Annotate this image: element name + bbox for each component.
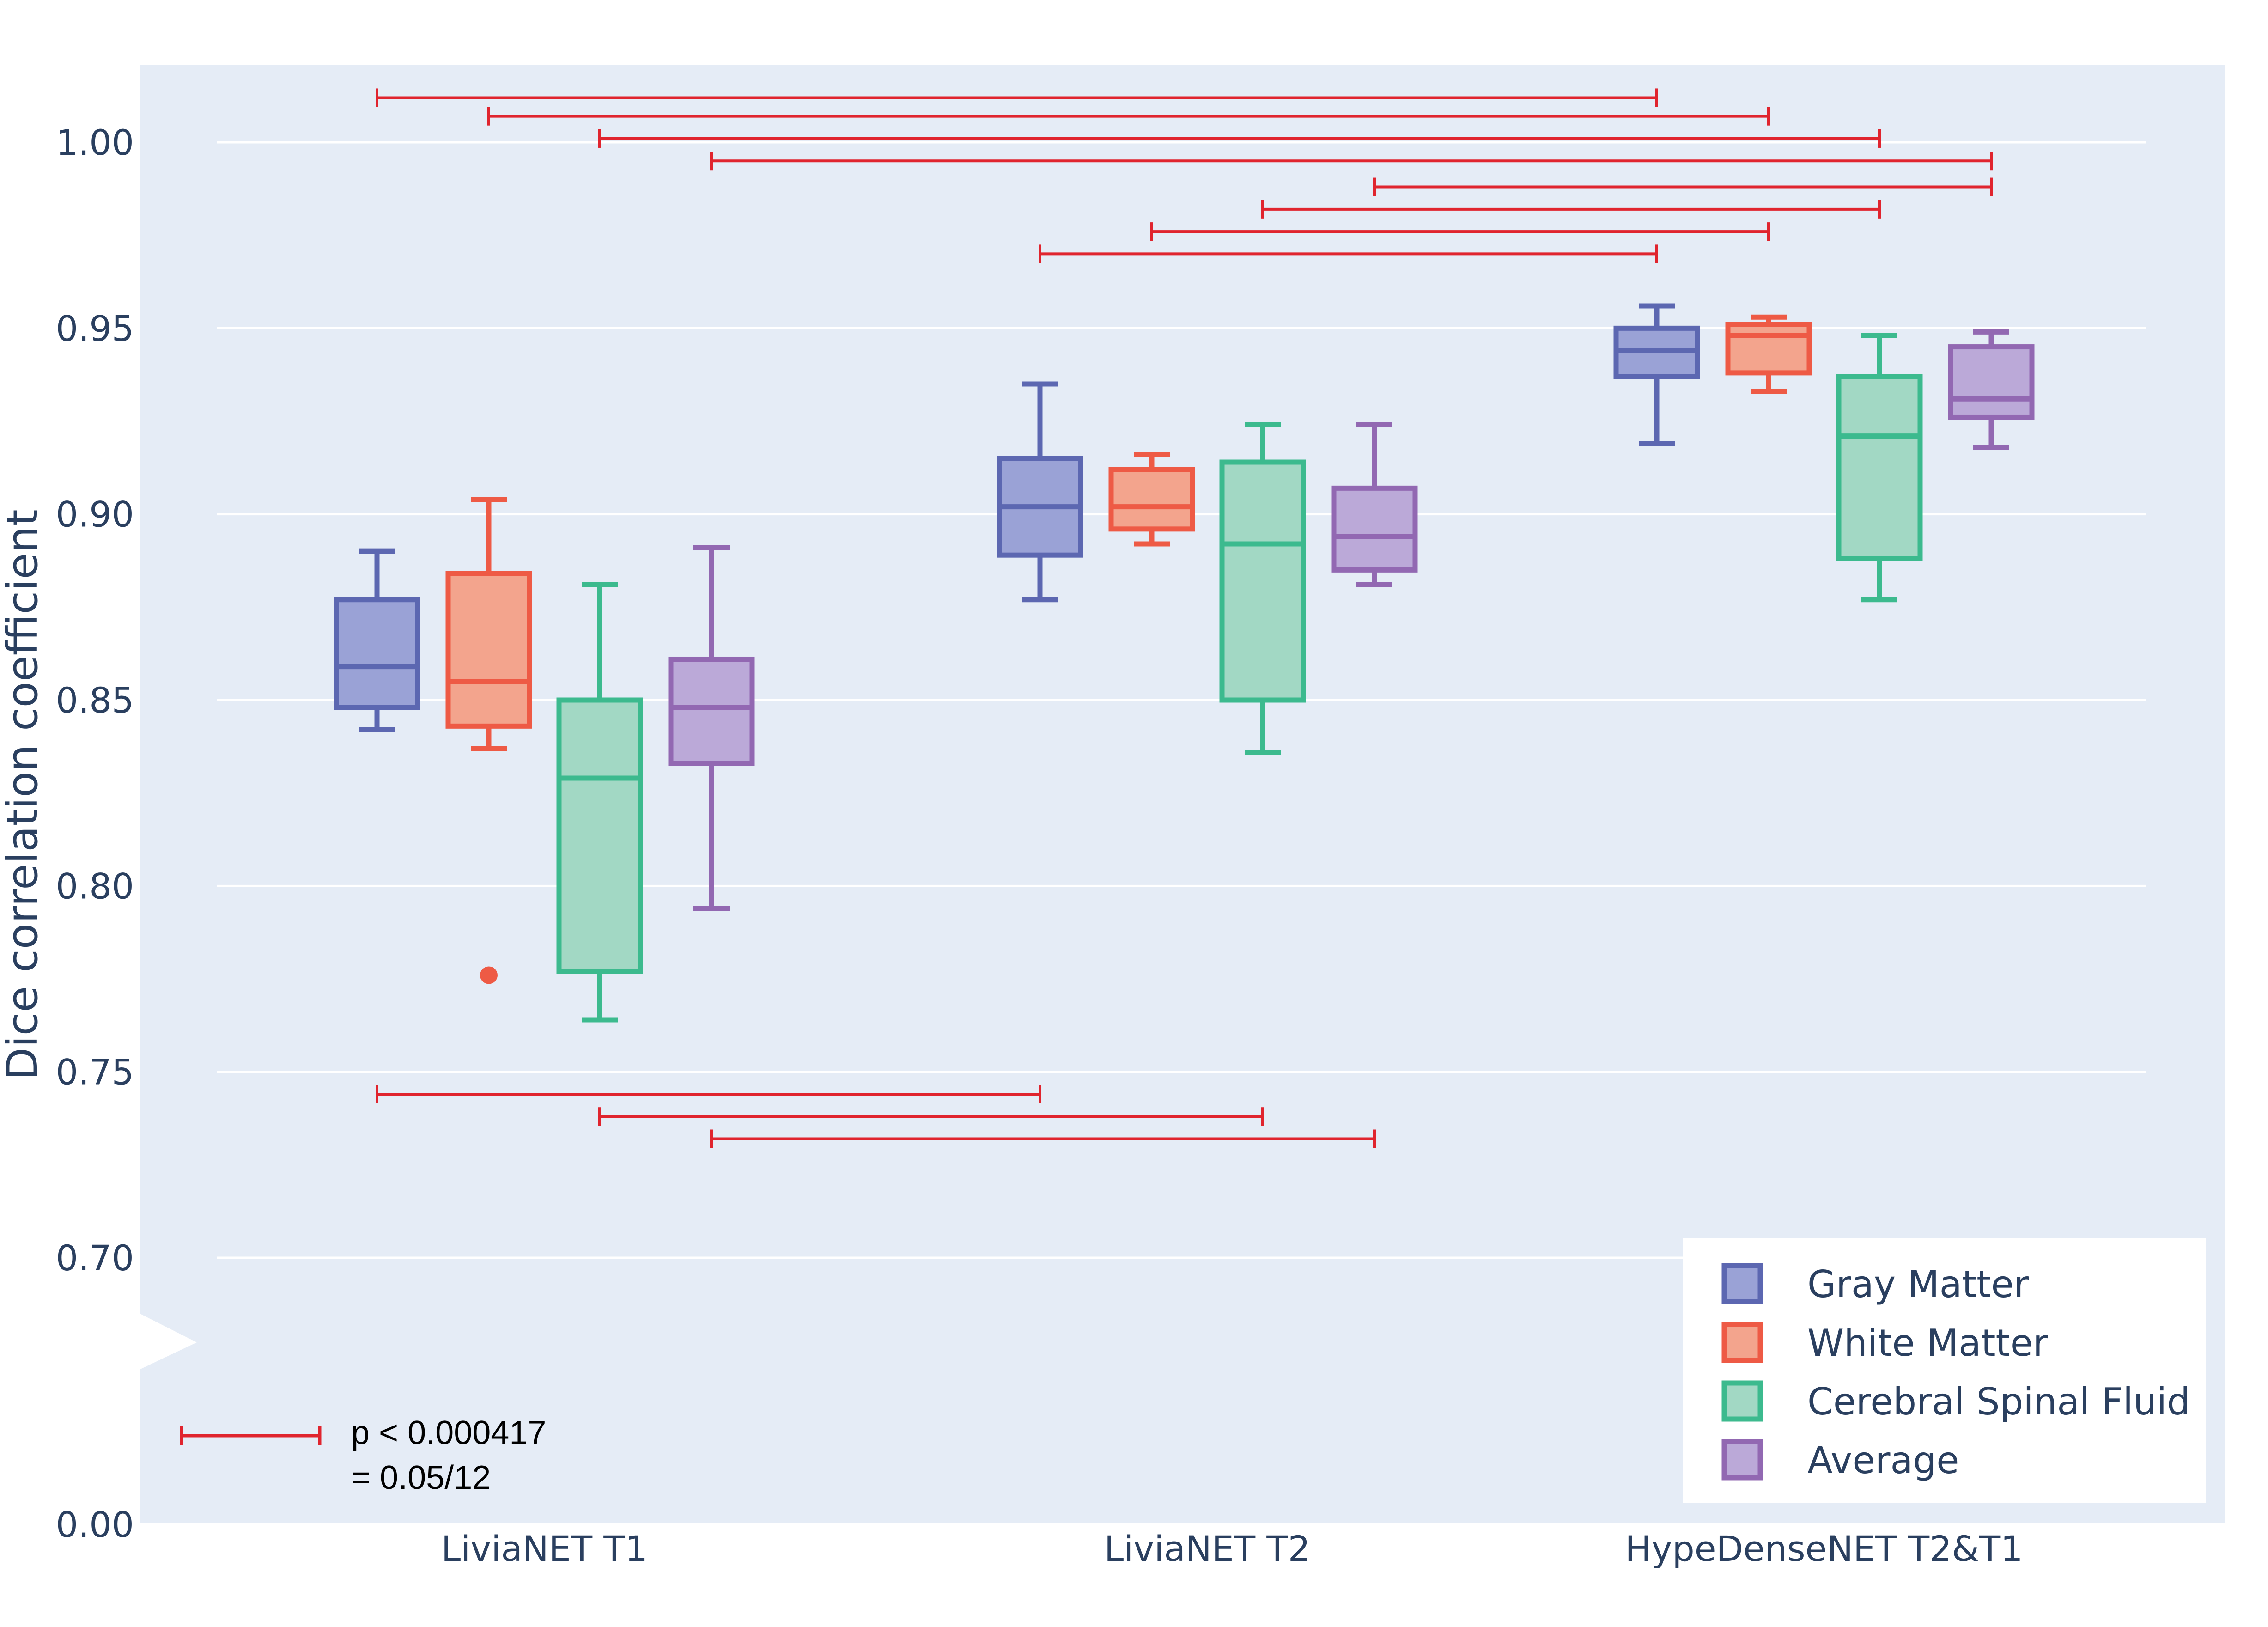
box-cerebral-spinal-fluid (1219, 422, 1306, 755)
y-tick-label: 1.00 (56, 122, 134, 163)
iqr-box (1219, 459, 1306, 703)
legend-label: Average (1807, 1439, 1959, 1482)
significance-bracket (598, 1107, 1264, 1126)
significance-bracket (376, 1085, 1041, 1103)
box-average (668, 545, 755, 911)
legend-swatch (1721, 1263, 1763, 1304)
y-tick-label: 0.85 (56, 680, 134, 721)
significance-bracket (710, 1129, 1376, 1148)
iqr-box (1331, 485, 1418, 573)
significance-brackets (376, 88, 1993, 1148)
x-tick-label: LiviaNET T1 (441, 1528, 647, 1569)
significance-bracket (1150, 222, 1770, 241)
box-average (1331, 422, 1418, 588)
y-axis-title: Dice correlation coefficient (0, 509, 47, 1080)
y-tick-label: 0.75 (56, 1052, 134, 1093)
x-tick-label: HypeDenseNET T2&T1 (1625, 1528, 2023, 1569)
axis-break-marker (0, 1314, 197, 1523)
significance-bracket (376, 88, 1658, 107)
legend-swatches (1721, 1263, 1763, 1481)
iqr-box (1725, 322, 1812, 376)
box-white-matter (1725, 314, 1812, 394)
box-gray-matter (334, 548, 420, 732)
significance-key: p < 0.000417 = 0.05/12 (180, 1414, 546, 1496)
x-tick-label: LiviaNET T2 (1104, 1528, 1310, 1569)
legend-label: Cerebral Spinal Fluid (1807, 1380, 2190, 1423)
box-gray-matter (1613, 303, 1700, 446)
iqr-box (556, 697, 643, 974)
legend-box (1683, 1238, 2206, 1503)
significance-bracket (1039, 244, 1658, 263)
iqr-box (1948, 344, 2035, 420)
y-tick-break-label: 0.00 (56, 1504, 134, 1545)
iqr-box (1836, 374, 1923, 561)
outlier-point (480, 966, 498, 984)
box-cerebral-spinal-fluid (556, 582, 643, 1023)
significance-bracket (710, 152, 1993, 171)
boxes (334, 303, 2035, 1023)
significance-bracket (1373, 177, 1993, 196)
significance-bracket (598, 129, 1881, 148)
y-axis-ticks: 1.00 0.95 0.90 0.85 0.80 0.75 0.70 (56, 122, 134, 1279)
iqr-box (445, 571, 532, 729)
significance-bracket (487, 107, 1770, 126)
legend: Gray Matter White Matter Cerebral Spinal… (1683, 1238, 2206, 1503)
legend-swatch (1721, 1322, 1763, 1363)
legend-swatch (1721, 1439, 1763, 1481)
y-tick-label: 0.95 (56, 308, 134, 349)
y-tick-label: 0.90 (56, 494, 134, 535)
box-white-matter (445, 496, 532, 984)
p-value-note: p < 0.000417 (351, 1414, 546, 1451)
box-cerebral-spinal-fluid (1836, 333, 1923, 603)
iqr-box (668, 656, 755, 766)
significance-bracket (1261, 200, 1881, 219)
bonferroni-note: = 0.05/12 (351, 1459, 491, 1496)
iqr-box (1108, 467, 1195, 532)
legend-label: White Matter (1807, 1322, 2048, 1365)
box-gray-matter (997, 381, 1083, 603)
y-tick-label: 0.80 (56, 865, 134, 907)
y-tick-label: 0.70 (56, 1237, 134, 1279)
legend-swatch (1721, 1380, 1763, 1422)
iqr-box (334, 597, 420, 710)
legend-label: Gray Matter (1807, 1263, 2029, 1306)
box-average (1948, 329, 2035, 450)
box-white-matter (1108, 452, 1195, 547)
